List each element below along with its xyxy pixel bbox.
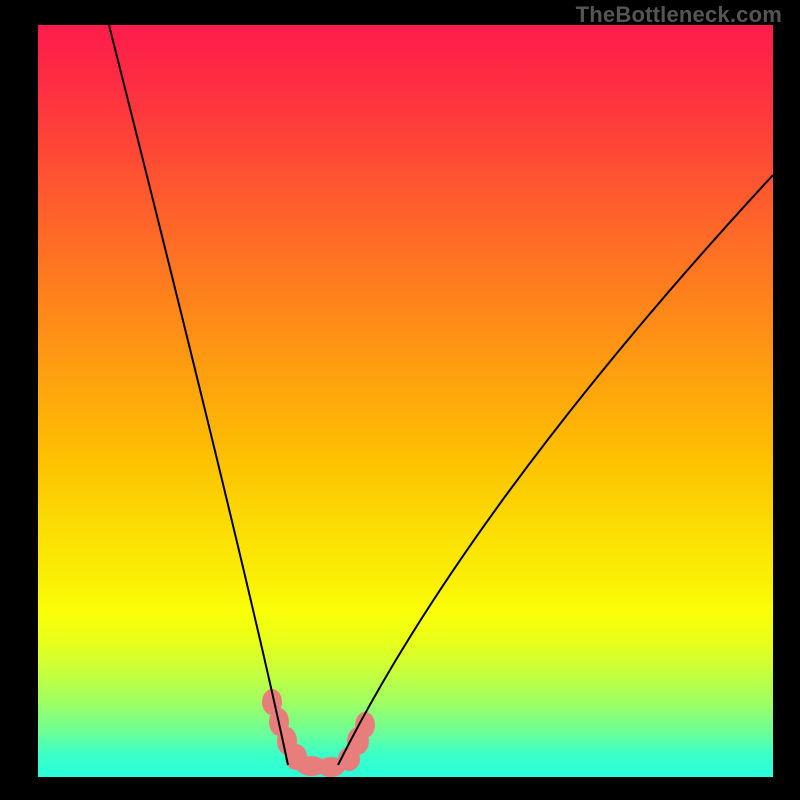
gradient-background	[38, 25, 773, 777]
watermark-text: TheBottleneck.com	[576, 2, 782, 28]
plot-svg	[38, 25, 773, 777]
chart-stage: TheBottleneck.com	[0, 0, 800, 800]
